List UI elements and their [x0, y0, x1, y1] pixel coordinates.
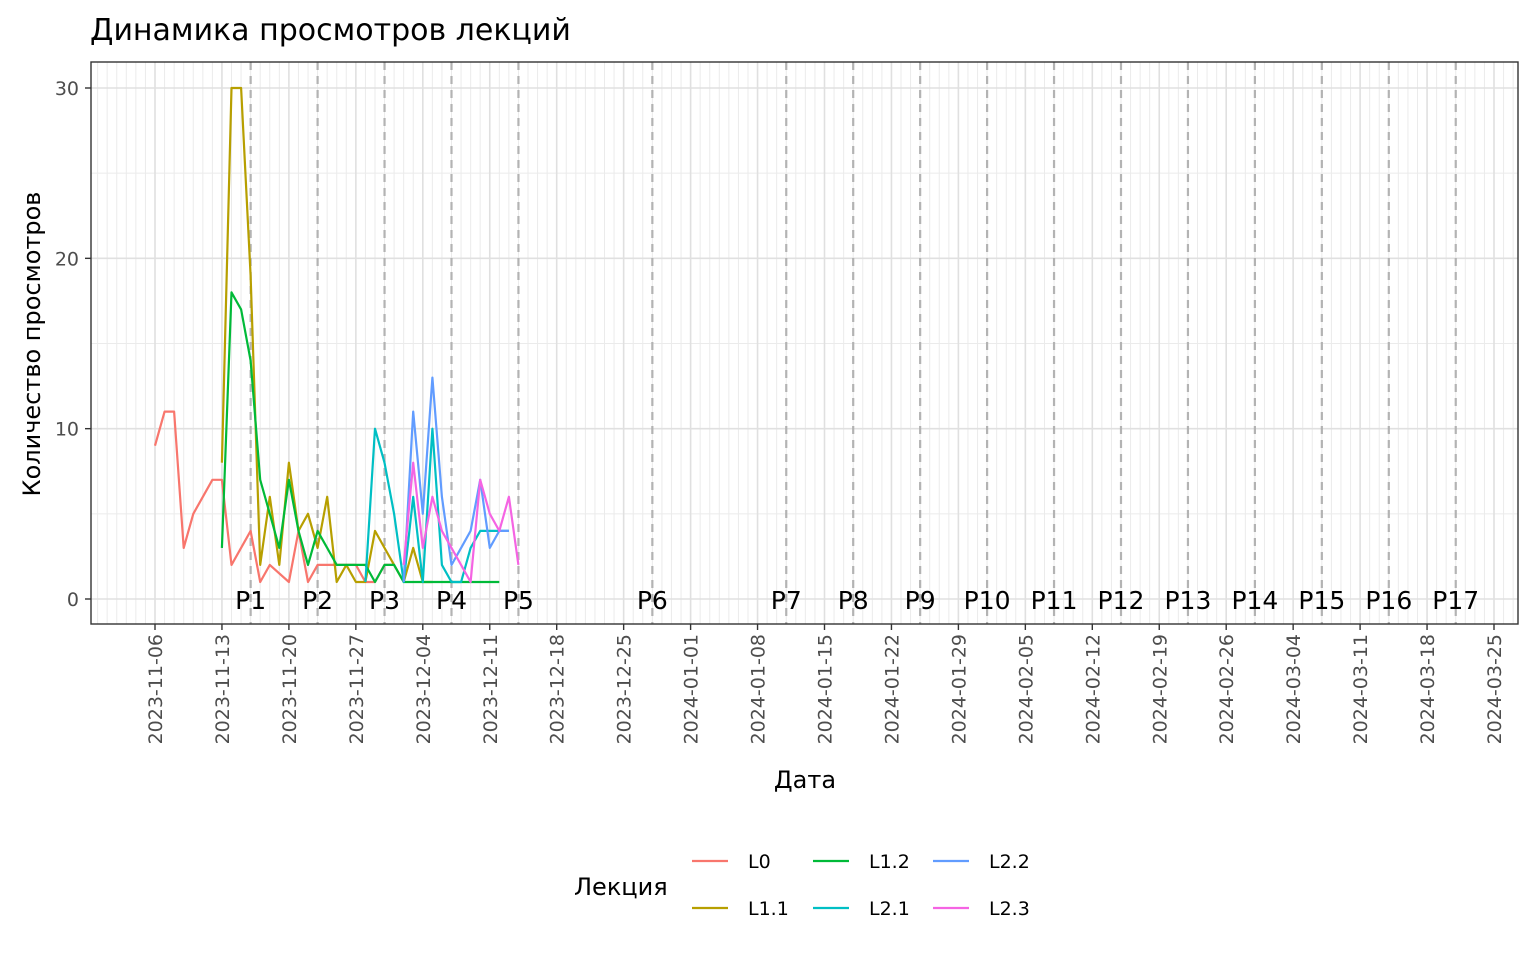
period-label-p15: P15: [1298, 586, 1345, 615]
period-label-p12: P12: [1098, 586, 1145, 615]
x-tick-label: 2023-11-20: [279, 634, 301, 744]
x-tick-label: 2024-01-15: [815, 634, 837, 744]
period-label-p2: P2: [302, 586, 333, 615]
legend-label-l2-2: L2.2: [989, 851, 1030, 873]
period-label-p1: P1: [235, 586, 266, 615]
period-label-p10: P10: [964, 586, 1011, 615]
period-label-p9: P9: [905, 586, 936, 615]
chart-title: Динамика просмотров лекций: [90, 13, 571, 48]
legend-label-l2-3: L2.3: [989, 898, 1030, 920]
legend-label-l0: L0: [748, 851, 771, 873]
x-tick-label: 2024-02-12: [1082, 634, 1104, 744]
legend-title: Лекция: [574, 873, 668, 901]
x-axis: 2023-11-06 2023-11-13 2023-11-20 2023-11-27…: [145, 624, 1506, 744]
period-label-p17: P17: [1432, 586, 1479, 615]
series-line-l2-3: [402, 461, 520, 584]
major-gridlines: [91, 62, 1518, 624]
series-line-l2-1: [364, 427, 509, 584]
period-label-p14: P14: [1231, 586, 1278, 615]
period-label-p16: P16: [1365, 586, 1412, 615]
legend-label-l1-2: L1.2: [869, 851, 910, 873]
period-label-p4: P4: [436, 586, 467, 615]
x-tick-label: 2023-12-04: [413, 634, 435, 744]
y-axis-title: Количество просмотров: [18, 192, 46, 497]
x-tick-label: 2023-11-06: [145, 634, 167, 744]
panel-frame: [90, 61, 1519, 625]
period-labels: P1 P2 P3 P4 P5 P6 P7 P8 P9 P10 P11 P12 P13 P14 P15 P16 P…: [235, 586, 1479, 615]
x-tick-label: 2024-01-22: [882, 634, 904, 744]
y-tick-label: 0: [67, 589, 79, 611]
legend: Лекция L0 L1.1 L1.2 L2.1 L2.2 L2.3: [574, 851, 1030, 920]
period-label-p3: P3: [369, 586, 400, 615]
x-tick-label: 2024-01-08: [748, 634, 770, 744]
series-lines: [153, 86, 520, 584]
x-axis-title: Дата: [774, 766, 836, 794]
legend-label-l1-1: L1.1: [748, 898, 789, 920]
x-tick-label: 2024-03-25: [1484, 634, 1506, 744]
legend-label-l2-1: L2.1: [869, 898, 910, 920]
period-label-p6: P6: [637, 586, 668, 615]
x-tick-label: 2023-11-13: [212, 634, 234, 744]
period-markers: [249, 62, 1457, 624]
x-tick-label: 2023-12-11: [480, 634, 502, 744]
x-tick-label: 2024-01-29: [948, 634, 970, 744]
series-line-l0: [153, 410, 395, 584]
y-axis: 0 10 20 30: [55, 78, 91, 611]
x-tick-label: 2024-02-19: [1149, 634, 1171, 744]
period-label-p11: P11: [1031, 586, 1078, 615]
x-tick-label: 2024-03-18: [1417, 634, 1439, 744]
x-tick-label: 2024-02-26: [1216, 634, 1238, 744]
period-label-p8: P8: [838, 586, 869, 615]
x-tick-label: 2024-03-04: [1283, 634, 1305, 744]
x-tick-label: 2023-12-18: [547, 634, 569, 744]
x-tick-label: 2023-11-27: [346, 634, 368, 744]
x-tick-label: 2024-01-01: [681, 634, 703, 744]
y-tick-label: 10: [55, 419, 79, 441]
x-tick-label: 2023-12-25: [614, 634, 636, 744]
period-label-p5: P5: [503, 586, 534, 615]
x-tick-label: 2024-03-11: [1350, 634, 1372, 744]
period-label-p13: P13: [1164, 586, 1211, 615]
period-label-p7: P7: [771, 586, 802, 615]
y-tick-label: 20: [55, 248, 79, 270]
y-tick-label: 30: [55, 78, 79, 100]
plot-border: [90, 61, 1519, 625]
x-tick-label: 2024-02-05: [1015, 634, 1037, 744]
